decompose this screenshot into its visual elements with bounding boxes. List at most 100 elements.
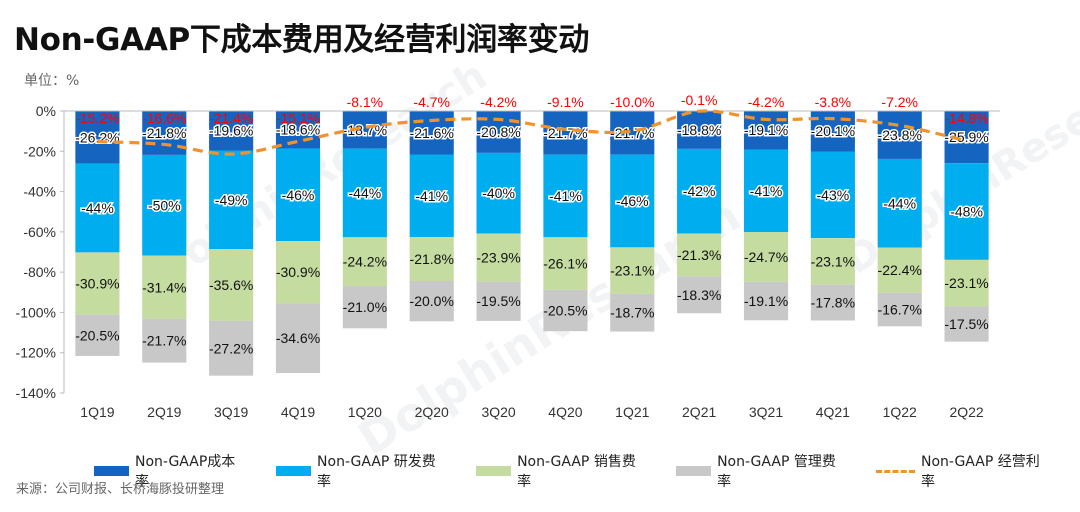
y-tick-label: -80%	[23, 264, 56, 280]
x-tick-label: 2Q22	[949, 404, 983, 420]
x-tick-label: 4Q21	[816, 404, 850, 420]
bar-rd	[610, 154, 655, 248]
x-tick-label: 4Q20	[548, 404, 582, 420]
bar-label-admin: -18.7%	[610, 305, 654, 321]
bar-label-rd: -50%	[148, 197, 181, 213]
bar-admin	[743, 281, 789, 321]
bar-label-sales: -30.9%	[75, 276, 119, 292]
margin-label: -15.2%	[75, 110, 119, 126]
bar-label-sales: -23.9%	[476, 250, 520, 266]
bar-label-sales: -23.1%	[610, 263, 654, 279]
bar-admin	[275, 303, 321, 374]
legend-item-admin: Non-GAAP 管理费率	[676, 451, 846, 491]
margin-line	[97, 109, 967, 156]
x-tick-label: 4Q19	[281, 404, 315, 420]
bar-label-cost: -20.8%	[476, 124, 520, 140]
bar-admin	[142, 318, 187, 363]
bar-rd	[677, 148, 722, 234]
bar-label-rd: -44%	[349, 185, 382, 201]
bar-label-admin: -19.5%	[476, 293, 520, 309]
bar-label-rd: -49%	[215, 192, 248, 208]
bar-label-rd: -42%	[683, 183, 716, 199]
y-tick-label: -140%	[16, 385, 56, 401]
x-tick-label: 1Q19	[80, 404, 114, 420]
bar-label-admin: -27.2%	[209, 340, 253, 356]
source-note: 来源：公司财报、长桥海豚投研整理	[16, 482, 225, 497]
legend-item-sales: Non-GAAP 销售费率	[476, 451, 646, 491]
bar-admin	[543, 289, 588, 332]
margin-label: -14.8%	[944, 110, 988, 126]
legend-label-sales: Non-GAAP 销售费率	[517, 454, 636, 490]
margin-label: -16.6%	[142, 110, 186, 126]
bar-rd	[810, 151, 855, 239]
bar-rd	[209, 150, 254, 250]
bar-rd	[409, 154, 454, 238]
bar-label-cost: -18.7%	[343, 122, 387, 138]
bar-label-admin: -20.5%	[75, 327, 119, 343]
bar-admin	[342, 286, 387, 329]
bar-label-sales: -21.3%	[677, 247, 721, 263]
x-tick-label: 3Q20	[481, 404, 515, 420]
legend-swatch-sales	[476, 466, 512, 476]
legend-swatch-rd	[276, 466, 312, 476]
x-tick-label: 1Q21	[615, 404, 649, 420]
bar-label-rd: -46%	[282, 187, 315, 203]
y-tick-label: 0%	[36, 103, 56, 119]
bar-sales	[677, 233, 722, 277]
bar-rd	[944, 163, 989, 260]
bar-cost	[877, 111, 922, 159]
x-tick-label: 3Q21	[749, 404, 783, 420]
bar-sales	[209, 249, 254, 321]
bar-label-admin: -34.6%	[276, 330, 320, 346]
bar-label-sales: -24.2%	[343, 254, 387, 270]
bar-label-cost: -19.1%	[744, 122, 788, 138]
bar-label-rd: -44%	[81, 200, 114, 216]
legend-item-margin: Non-GAAP 经营利率	[876, 451, 1050, 491]
bar-label-admin: -21.7%	[142, 333, 186, 349]
bar-sales	[610, 247, 655, 294]
bar-label-cost: -21.7%	[610, 125, 654, 141]
unit-label: 单位：%	[24, 73, 80, 89]
bar-label-rd: -43%	[817, 187, 850, 203]
bar-label-admin: -20.5%	[543, 303, 587, 319]
bar-label-cost: -19.6%	[209, 123, 253, 139]
bar-label-admin: -19.1%	[744, 293, 788, 309]
bar-rd	[142, 154, 187, 256]
bar-admin	[409, 281, 454, 322]
bar-sales	[543, 237, 588, 290]
bar-label-sales: -30.9%	[276, 264, 320, 280]
legend-item-cost: Non-GAAP成本率	[94, 451, 246, 491]
bar-label-cost: -20.1%	[811, 123, 855, 139]
bar-label-sales: -24.7%	[744, 249, 788, 265]
bar-label-cost: -21.6%	[410, 125, 454, 141]
legend-swatch-margin	[876, 469, 915, 473]
margin-label: -7.2%	[881, 94, 918, 110]
bar-label-rd: -48%	[950, 204, 983, 220]
margin-label: -4.2%	[480, 94, 517, 110]
bar-sales	[877, 247, 922, 293]
bar-rd	[342, 148, 387, 238]
x-tick-label: 2Q20	[415, 404, 449, 420]
bar-sales	[342, 237, 387, 287]
bar-rd	[75, 163, 120, 253]
bar-sales	[275, 241, 321, 304]
margin-label: -4.7%	[413, 94, 450, 110]
margin-label: -3.8%	[815, 94, 852, 110]
bar-rd	[275, 148, 321, 242]
bar-cost	[209, 111, 254, 151]
bar-rd	[743, 149, 789, 233]
bar-cost	[75, 111, 120, 164]
bar-label-rd: -41%	[750, 183, 783, 199]
bar-cost	[543, 111, 588, 155]
margin-label: -21.4%	[209, 110, 253, 126]
bar-rd	[476, 152, 521, 234]
bar-label-admin: -18.3%	[677, 287, 721, 303]
margin-label: -4.2%	[748, 94, 785, 110]
bar-label-rd: -41%	[549, 188, 582, 204]
bar-label-rd: -40%	[482, 185, 515, 201]
bar-cost	[275, 111, 321, 149]
bar-label-sales: -22.4%	[878, 262, 922, 278]
bar-label-cost: -25.9%	[944, 129, 988, 145]
x-tick-label: 1Q20	[348, 404, 382, 420]
